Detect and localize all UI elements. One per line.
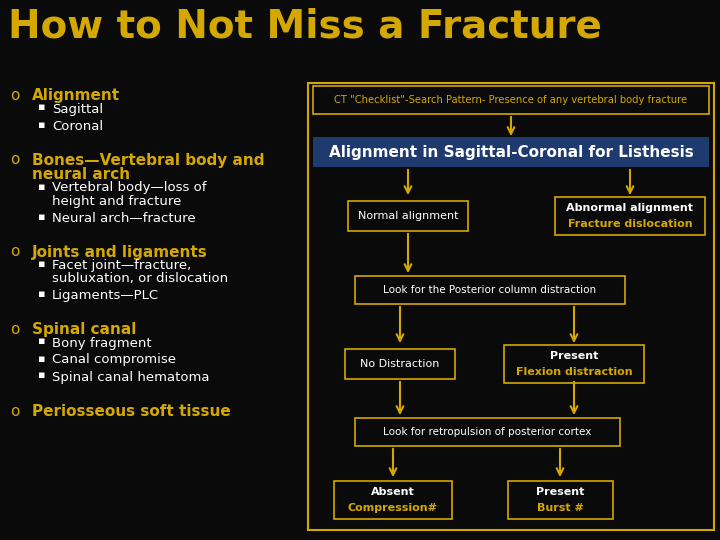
Text: CT "Checklist"-Search Pattern- Presence of any vertebral body fracture: CT "Checklist"-Search Pattern- Presence … xyxy=(334,95,688,105)
Text: Abnormal alignment: Abnormal alignment xyxy=(567,204,693,213)
Text: o: o xyxy=(10,322,19,337)
Text: Neural arch—fracture: Neural arch—fracture xyxy=(52,212,196,225)
Text: o: o xyxy=(10,152,19,167)
Text: Alignment in Sagittal-Coronal for Listhesis: Alignment in Sagittal-Coronal for Listhe… xyxy=(328,145,693,159)
Text: Look for retropulsion of posterior cortex: Look for retropulsion of posterior corte… xyxy=(383,427,591,437)
Text: Coronal: Coronal xyxy=(52,119,103,132)
Text: Flexion distraction: Flexion distraction xyxy=(516,367,632,376)
FancyBboxPatch shape xyxy=(348,201,468,231)
Text: Ligaments—PLC: Ligaments—PLC xyxy=(52,289,159,302)
Text: ▪: ▪ xyxy=(38,212,45,221)
FancyBboxPatch shape xyxy=(313,137,709,167)
Text: o: o xyxy=(10,88,19,103)
Text: o: o xyxy=(10,403,19,418)
Text: How to Not Miss a Fracture: How to Not Miss a Fracture xyxy=(8,8,602,46)
Text: No Distraction: No Distraction xyxy=(360,359,440,369)
Text: ▪: ▪ xyxy=(38,259,45,269)
Text: subluxation, or dislocation: subluxation, or dislocation xyxy=(52,272,228,285)
Text: Bones—Vertebral body and: Bones—Vertebral body and xyxy=(32,152,264,167)
Text: o: o xyxy=(10,245,19,260)
Text: Spinal canal: Spinal canal xyxy=(32,322,136,337)
Text: height and fracture: height and fracture xyxy=(52,194,181,207)
Text: Facet joint—fracture,: Facet joint—fracture, xyxy=(52,259,192,272)
Text: Sagittal: Sagittal xyxy=(52,103,103,116)
FancyBboxPatch shape xyxy=(334,481,452,519)
FancyBboxPatch shape xyxy=(354,418,619,446)
FancyBboxPatch shape xyxy=(308,83,714,530)
Text: ▪: ▪ xyxy=(38,119,45,130)
Text: Look for the Posterior column distraction: Look for the Posterior column distractio… xyxy=(384,285,597,295)
Text: neural arch: neural arch xyxy=(32,167,130,182)
Text: ▪: ▪ xyxy=(38,336,45,347)
Text: ▪: ▪ xyxy=(38,370,45,381)
Text: Joints and ligaments: Joints and ligaments xyxy=(32,245,208,260)
Text: ▪: ▪ xyxy=(38,289,45,299)
Text: Spinal canal hematoma: Spinal canal hematoma xyxy=(52,370,210,383)
Text: Compression#: Compression# xyxy=(348,503,438,512)
FancyBboxPatch shape xyxy=(504,345,644,383)
Text: Normal alignment: Normal alignment xyxy=(358,211,458,221)
Text: Fracture dislocation: Fracture dislocation xyxy=(567,219,693,228)
Text: Canal compromise: Canal compromise xyxy=(52,354,176,367)
Text: Present: Present xyxy=(536,488,584,497)
Text: Vertebral body—loss of: Vertebral body—loss of xyxy=(52,181,207,194)
FancyBboxPatch shape xyxy=(555,197,705,235)
Text: Bony fragment: Bony fragment xyxy=(52,336,152,349)
FancyBboxPatch shape xyxy=(345,349,455,379)
FancyBboxPatch shape xyxy=(355,276,625,304)
Text: Burst #: Burst # xyxy=(536,503,583,512)
Text: Present: Present xyxy=(550,352,598,361)
Text: ▪: ▪ xyxy=(38,181,45,192)
Text: Absent: Absent xyxy=(371,488,415,497)
FancyBboxPatch shape xyxy=(508,481,613,519)
Text: ▪: ▪ xyxy=(38,354,45,363)
Text: Periosseous soft tissue: Periosseous soft tissue xyxy=(32,403,230,418)
Text: Alignment: Alignment xyxy=(32,88,120,103)
Text: ▪: ▪ xyxy=(38,103,45,112)
FancyBboxPatch shape xyxy=(313,86,709,114)
